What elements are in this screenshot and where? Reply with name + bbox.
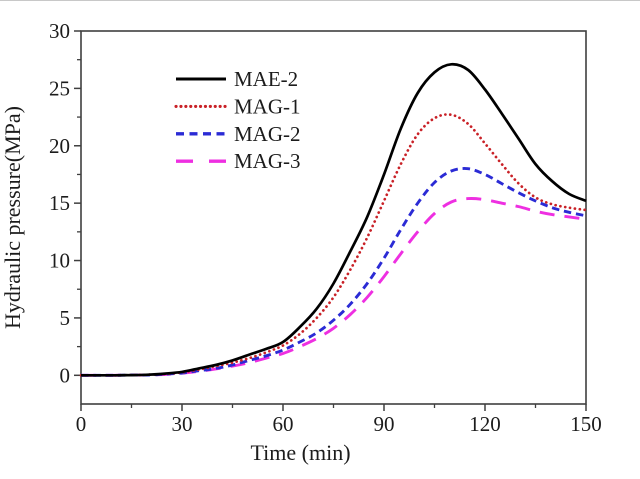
legend-label-mae-2: MAE-2 (234, 67, 298, 91)
legend-label-mag-1: MAG-1 (234, 94, 301, 118)
y-tick-label: 10 (49, 249, 70, 273)
y-tick-label: 30 (49, 19, 70, 43)
y-tick-label: 20 (49, 134, 70, 158)
legend-label-mag-2: MAG-2 (234, 122, 301, 146)
x-tick-label: 120 (469, 412, 501, 436)
x-tick-label: 60 (273, 412, 294, 436)
series-line-mag-2 (81, 167, 587, 377)
series-line-mag-1 (79, 113, 588, 377)
y-tick-label: 15 (49, 191, 70, 215)
y-tick-label: 5 (60, 306, 71, 330)
y-tick-label: 0 (60, 363, 71, 387)
legend-label-mag-3: MAG-3 (234, 149, 301, 173)
y-tick-label: 25 (49, 76, 70, 100)
series-line-mag-3 (81, 197, 587, 377)
y-axis-label: Hydraulic pressure(MPa) (0, 106, 25, 329)
plot-frame (80, 30, 587, 405)
x-tick-label: 30 (172, 412, 193, 436)
x-tick-label: 90 (374, 412, 395, 436)
x-axis-label: Time (min) (250, 440, 350, 465)
series-line-mae-2 (81, 62, 587, 377)
x-tick-label: 150 (570, 412, 602, 436)
x-tick-label: 0 (76, 412, 87, 436)
